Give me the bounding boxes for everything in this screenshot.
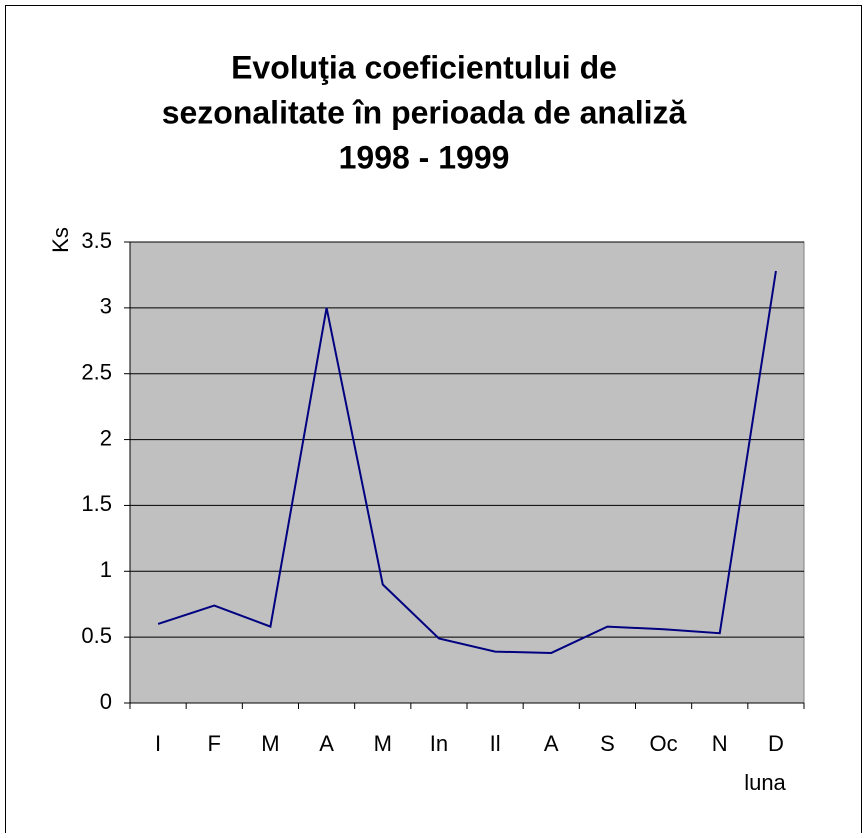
x-tick-label: In — [430, 731, 448, 756]
chart-title: Evoluţia coeficientului de — [231, 49, 617, 85]
x-tick-label: M — [261, 731, 279, 756]
x-axis-label: luna — [744, 770, 786, 795]
y-tick-label: 1 — [100, 557, 112, 582]
x-tick-label: S — [600, 731, 615, 756]
y-tick-label: 0 — [100, 689, 112, 714]
x-tick-label: D — [768, 731, 784, 756]
chart-title: sezonalitate în perioada de analiză — [162, 94, 687, 130]
y-tick-label: 1.5 — [81, 491, 112, 516]
x-tick-label: N — [712, 731, 728, 756]
x-tick-label: Oc — [650, 731, 678, 756]
x-tick-label: F — [208, 731, 221, 756]
y-tick-label: 2.5 — [81, 360, 112, 385]
y-axis-label: Ks — [48, 227, 73, 253]
y-tick-label: 3 — [100, 294, 112, 319]
x-tick-label: A — [319, 731, 334, 756]
plot-area — [129, 241, 805, 704]
y-tick-label: 2 — [100, 425, 112, 450]
y-tick-label: 0.5 — [81, 623, 112, 648]
x-tick-label: A — [544, 731, 559, 756]
y-tick-label: 3.5 — [81, 228, 112, 253]
x-tick-label: M — [374, 731, 392, 756]
x-tick-label: I — [155, 731, 161, 756]
x-tick-label: Il — [490, 731, 501, 756]
chart-title: 1998 - 1999 — [339, 139, 510, 175]
line-series — [157, 270, 777, 654]
